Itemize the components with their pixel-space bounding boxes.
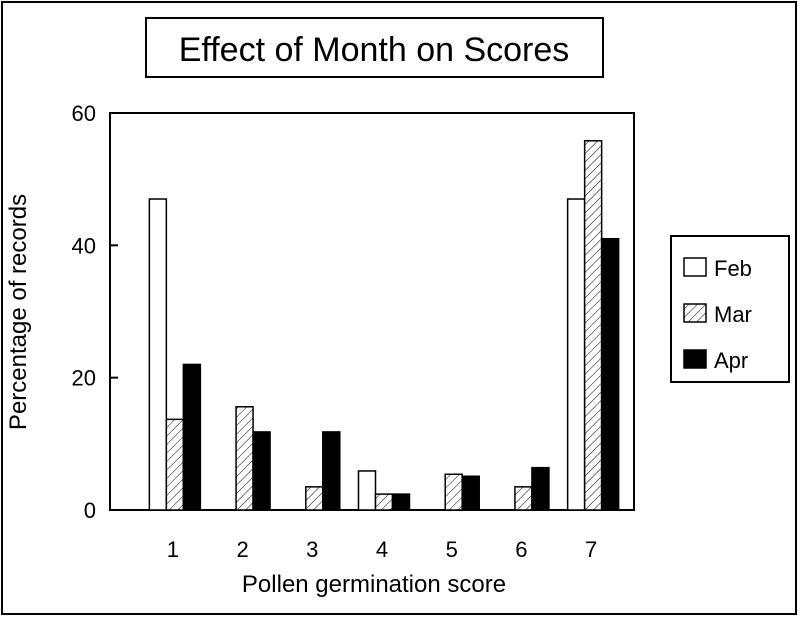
y-axis-label: Percentage of records [5, 194, 32, 430]
bar-mar-5 [444, 473, 463, 511]
legend-swatch-feb [683, 257, 707, 277]
x-axis: 1 2 3 4 5 6 7 [167, 537, 598, 562]
x-tick-label: 6 [515, 537, 527, 562]
bar-mar-1 [165, 418, 185, 511]
bar-mar-4 [374, 493, 394, 511]
bar-group [148, 140, 620, 511]
chart-title: Effect of Month on Scores [179, 31, 570, 69]
bar-apr-2 [252, 431, 271, 511]
x-tick-label: 3 [306, 537, 318, 562]
y-tick-label: 40 [72, 233, 96, 258]
bar-mar-3 [305, 486, 324, 511]
x-tick-label: 7 [585, 537, 597, 562]
x-tick-label: 4 [376, 537, 388, 562]
x-tick-label: 5 [446, 537, 458, 562]
bar-mar-7 [583, 140, 603, 511]
x-axis-label: Pollen germination score [242, 571, 506, 598]
x-tick-label: 1 [167, 537, 179, 562]
bar-apr-4 [391, 493, 411, 511]
y-tick-label: 20 [72, 366, 96, 391]
legend-swatch-mar [683, 303, 707, 323]
title-box [145, 17, 604, 78]
bar-feb-4 [357, 470, 377, 511]
x-tick-label: 2 [236, 537, 248, 562]
legend-swatch-apr [683, 349, 707, 369]
bar-feb-1 [148, 198, 168, 511]
bar-apr-6 [531, 466, 550, 511]
bar-apr-7 [600, 237, 620, 511]
legend-label-apr: Apr [714, 348, 748, 373]
legend-label-feb: Feb [714, 256, 752, 281]
bar-apr-3 [322, 431, 341, 511]
legend: Feb Mar Apr [683, 256, 752, 373]
bar-apr-1 [182, 363, 202, 511]
bar-feb-7 [566, 198, 586, 511]
y-tick-label: 0 [84, 498, 96, 523]
bar-apr-5 [461, 475, 480, 511]
bar-mar-6 [514, 486, 533, 511]
bar-mar-2 [235, 406, 254, 511]
y-axis: 0 20 40 60 [72, 101, 118, 523]
legend-label-mar: Mar [714, 302, 752, 327]
y-tick-label: 60 [72, 101, 96, 126]
